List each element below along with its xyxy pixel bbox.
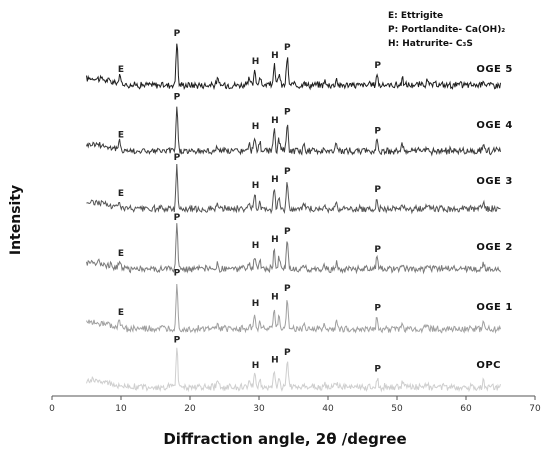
series-line-oge-5 (86, 43, 501, 91)
peak-label-p: P (284, 227, 291, 237)
series-label-oge-5: OGE 5 (476, 64, 512, 75)
peak-label-e: E (118, 189, 124, 199)
peak-label-h: H (271, 175, 279, 185)
peak-label-p: P (284, 107, 291, 117)
x-axis-title: Diffraction angle, 2θ /degree (163, 430, 406, 448)
x-tick-label: 50 (391, 404, 403, 414)
peak-label-e: E (118, 308, 124, 318)
x-tick-layer: 0 10 20 30 40 50 60 70 (49, 396, 541, 414)
series-label-oge-4: OGE 4 (476, 120, 512, 131)
peak-label-e: E (118, 65, 124, 75)
peak-label-h: H (252, 181, 260, 191)
peak-label-p: P (174, 153, 181, 163)
peak-label-h: H (271, 51, 279, 61)
peak-label-p: P (174, 93, 181, 103)
peak-label-h: H (252, 361, 260, 371)
legend-entry-hatrurite: H: Hatrurite- C₃S (388, 39, 473, 49)
peak-label-p: P (174, 29, 181, 39)
peak-label-p: P (374, 185, 381, 195)
peak-label-p: P (284, 167, 291, 177)
x-tick-label: 30 (253, 404, 265, 414)
peak-label-p: P (374, 245, 381, 255)
series-label-oge-2: OGE 2 (476, 242, 512, 253)
legend-entry-ettrigite: E: Ettrigite (388, 11, 443, 21)
series-line-oge-4 (86, 106, 501, 157)
peak-label-h: H (271, 116, 279, 126)
peak-label-p: P (174, 268, 181, 278)
peak-label-h: H (271, 293, 279, 303)
y-axis-title: Intensity (8, 185, 24, 255)
series-label-opc: OPC (476, 360, 501, 371)
legend: E: Ettrigite P: Portlandite- Ca(OH)₂ H: … (388, 11, 505, 49)
x-tick-label: 0 (49, 404, 55, 414)
series-label-oge-3: OGE 3 (476, 176, 512, 187)
peak-label-p: P (374, 126, 381, 136)
peak-label-e: E (118, 131, 124, 141)
peak-label-e: E (118, 249, 124, 259)
series-line-oge-1 (86, 283, 501, 334)
peak-label-p: P (174, 336, 181, 346)
peak-label-h: H (252, 122, 260, 132)
peak-label-p: P (374, 304, 381, 314)
peak-label-h: H (271, 355, 279, 365)
x-tick-label: 10 (115, 404, 127, 414)
series-line-oge-3 (86, 163, 501, 215)
peak-label-h: H (252, 299, 260, 309)
peak-label-p: P (374, 364, 381, 374)
x-tick-label: 40 (322, 404, 334, 414)
series-label-oge-1: OGE 1 (476, 302, 512, 313)
x-tick-label: 60 (460, 404, 472, 414)
x-tick-label: 70 (529, 404, 541, 414)
peak-label-p: P (374, 61, 381, 71)
series-line-oge-2 (86, 223, 501, 275)
series-layer: OGE 5 OGE 4 OGE 3 OGE 2 OGE 1 OPC (86, 43, 512, 393)
peak-label-h: H (252, 57, 260, 67)
peak-label-p: P (284, 284, 291, 294)
peak-label-p: P (174, 213, 181, 223)
peak-label-p: P (284, 348, 291, 358)
peak-label-h: H (252, 241, 260, 251)
legend-entry-portlandite: P: Portlandite- Ca(OH)₂ (388, 25, 505, 35)
peak-label-h: H (271, 235, 279, 245)
peak-label-p: P (284, 43, 291, 53)
series-line-opc (86, 347, 501, 393)
x-tick-label: 20 (184, 404, 196, 414)
